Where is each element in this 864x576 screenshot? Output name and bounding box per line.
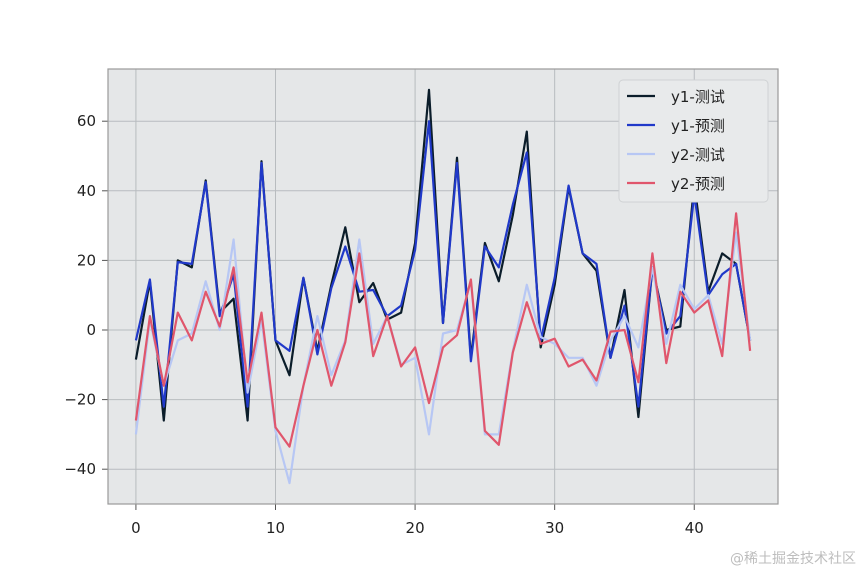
- series-lines: [134, 88, 752, 485]
- legend-label: y2-测试: [671, 146, 725, 164]
- y-tick-label: 0: [86, 321, 96, 339]
- watermark-text: @稀土掘金技术社区: [730, 551, 856, 567]
- x-tick-label: 30: [545, 519, 564, 537]
- y-tick-label: 60: [77, 112, 96, 130]
- legend: y1-测试 y1-预测 y2-测试 y2-预测: [618, 79, 769, 203]
- y-tick-label: 20: [77, 251, 96, 269]
- axis-ticks: 0 10 20 30 40 −40 −20 0 20 40 60: [64, 112, 703, 537]
- legend-label: y1-预测: [671, 117, 725, 135]
- x-tick-label: 10: [266, 519, 285, 537]
- x-tick-label: 0: [131, 519, 141, 537]
- y-tick-label: −40: [64, 460, 96, 478]
- x-tick-label: 20: [406, 519, 425, 537]
- y-tick-label: 40: [77, 182, 96, 200]
- legend-box: [618, 79, 769, 203]
- y-tick-label: −20: [64, 391, 96, 409]
- plot-frame: [107, 68, 779, 505]
- legend-label: y1-测试: [671, 88, 725, 106]
- x-tick-label: 40: [685, 519, 704, 537]
- legend-label: y2-预测: [671, 175, 725, 193]
- series-line-4: [134, 212, 752, 448]
- series-line-2: [134, 120, 752, 408]
